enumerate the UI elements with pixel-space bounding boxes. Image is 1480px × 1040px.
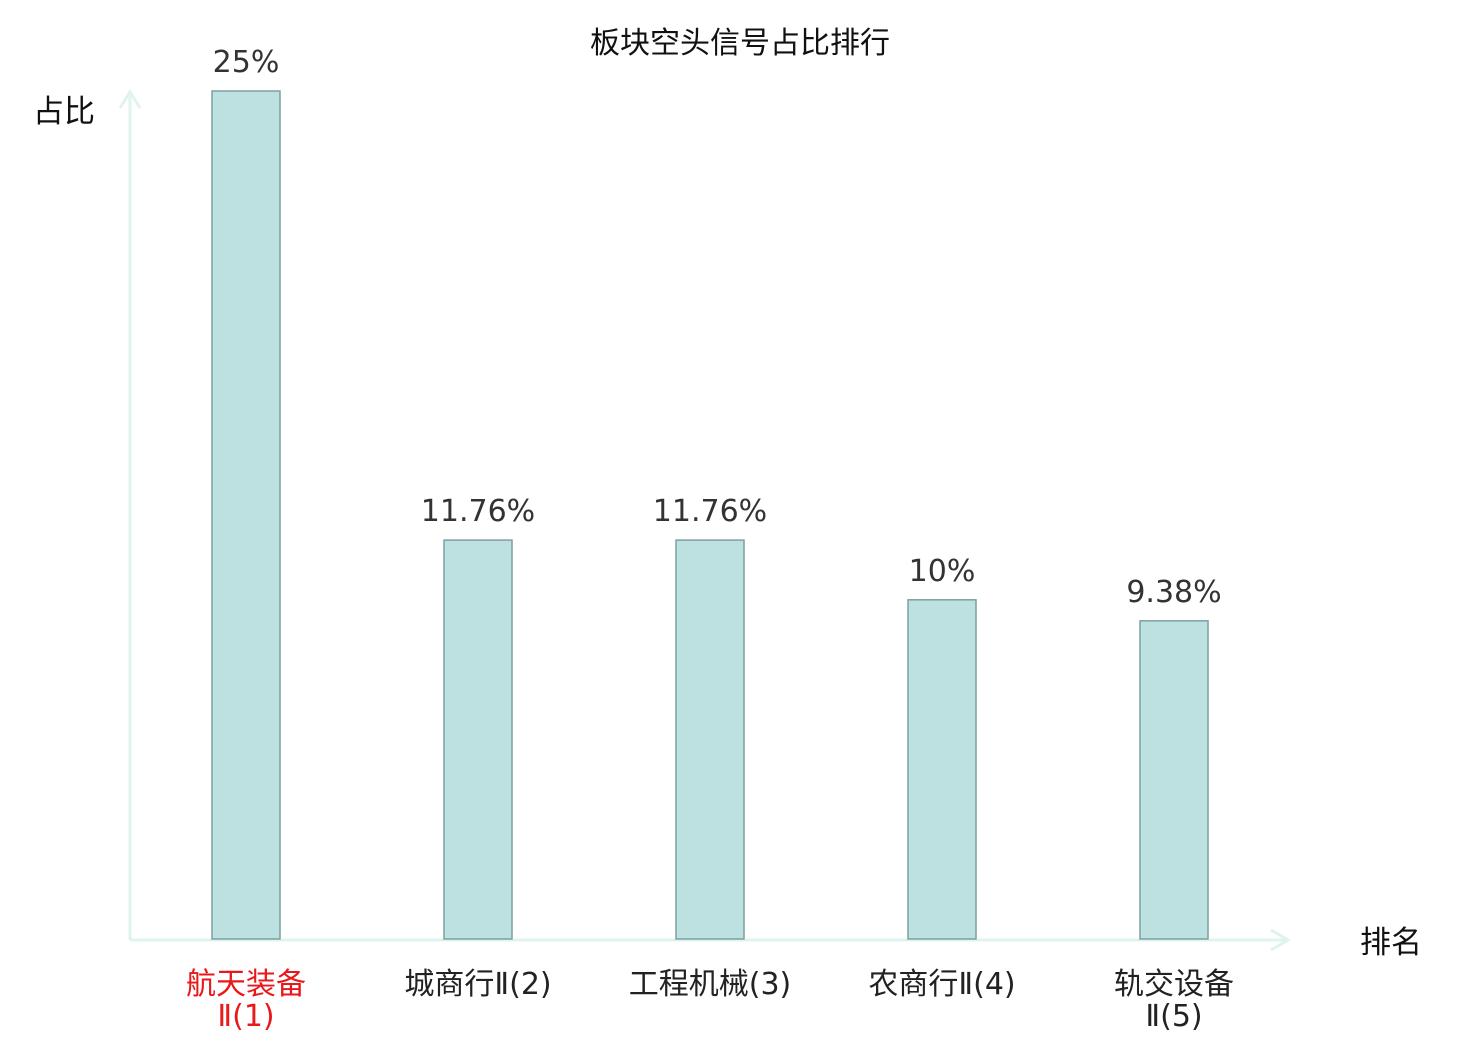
category-tick-label: 城商行Ⅱ(2): [404, 967, 551, 1002]
x-axis-arrow: [1270, 928, 1291, 952]
bar: [1139, 620, 1209, 940]
category-tick-label: 航天装备: [186, 967, 306, 1002]
bars-group: [211, 90, 1209, 940]
y-axis-arrow: [118, 89, 142, 109]
y-axis: [118, 89, 142, 940]
category-tick-label: 工程机械(3): [629, 967, 792, 1002]
x-axis: [130, 928, 1291, 952]
bar: [211, 90, 281, 940]
bar-value-label: 11.76%: [653, 494, 767, 529]
bar-value-label: 11.76%: [421, 494, 535, 529]
bar: [907, 599, 977, 940]
x-axis-title: 排名: [1360, 925, 1422, 961]
value-labels-group: 25% 11.76% 11.76% 10% 9.38%: [213, 45, 1222, 610]
bar-value-label: 10%: [909, 554, 976, 589]
chart-title: 板块空头信号占比排行: [590, 26, 890, 61]
category-tick-label: 农商行Ⅱ(4): [868, 967, 1015, 1002]
bar: [443, 539, 513, 940]
bar-value-label: 25%: [213, 45, 280, 80]
category-tick-label: Ⅱ(5): [1145, 999, 1202, 1034]
category-tick-label: Ⅱ(1): [217, 999, 274, 1034]
y-axis-title: 占比: [33, 94, 95, 130]
bar-value-label: 9.38%: [1126, 575, 1221, 610]
category-tick-label: 轨交设备: [1114, 967, 1234, 1002]
bar: [675, 539, 745, 940]
